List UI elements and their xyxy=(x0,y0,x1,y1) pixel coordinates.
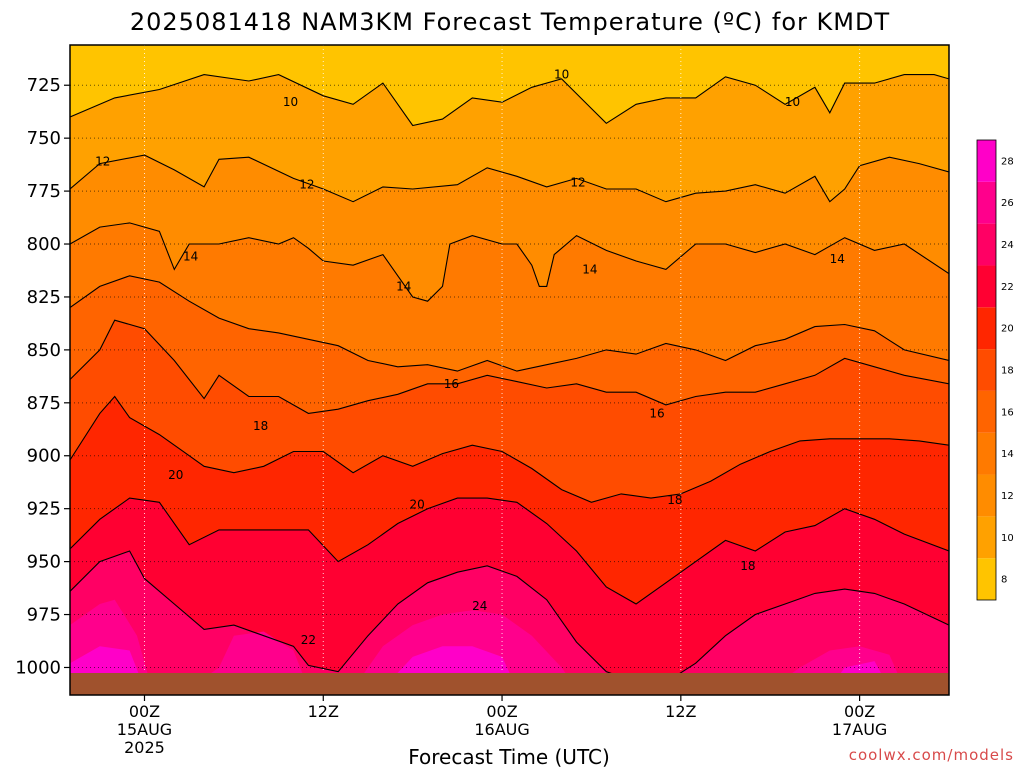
y-tick-label: 775 xyxy=(27,181,61,202)
contour-label: 10 xyxy=(785,95,800,109)
colorbar-segment xyxy=(977,390,996,433)
colorbar-label: 10 xyxy=(1001,533,1014,544)
x-tick-label: 00Z xyxy=(844,702,875,721)
colorbar-label: 20 xyxy=(1001,324,1014,335)
gridlines xyxy=(70,45,949,695)
contour-24 xyxy=(70,550,949,683)
y-axis-ticks: 725 750 775 800 825 850 875 900 925 950 975 1000 xyxy=(15,75,70,678)
x-tick-label: 00Z xyxy=(129,702,160,721)
temperature-contours xyxy=(70,74,949,683)
temperature-bands xyxy=(70,45,949,695)
colorbar-label: 24 xyxy=(1001,240,1014,251)
contour-label: 14 xyxy=(183,250,198,264)
y-tick-label: 725 xyxy=(27,75,61,96)
y-tick-label: 975 xyxy=(27,605,61,626)
colorbar-label: 18 xyxy=(1001,366,1014,377)
contour-label: 12 xyxy=(95,154,110,168)
x-tick-label: 12Z xyxy=(308,702,339,721)
contour-label: 12 xyxy=(299,178,314,192)
x-tick-label: 00Z xyxy=(486,702,517,721)
colorbar-label: 12 xyxy=(1001,491,1014,502)
colorbar-label: 16 xyxy=(1001,407,1014,418)
contour-22 xyxy=(70,497,949,605)
colorbar-label: 14 xyxy=(1001,449,1014,460)
y-tick-label: 850 xyxy=(27,340,61,361)
y-tick-label: 825 xyxy=(27,287,61,308)
contour-12 xyxy=(70,154,949,203)
contour-label: 16 xyxy=(444,377,459,391)
credit-text: coolwx.com/models xyxy=(849,746,1014,764)
contour-18 xyxy=(70,319,949,414)
contour-label: 18 xyxy=(667,493,682,507)
colorbar-label: 26 xyxy=(1001,198,1014,209)
colorbar-segment xyxy=(977,307,996,350)
y-tick-label: 900 xyxy=(27,446,61,467)
contour-label: 18 xyxy=(253,419,268,433)
contour-label: 18 xyxy=(740,559,755,573)
colorbar-segment xyxy=(977,516,996,559)
ground-surface xyxy=(70,673,949,695)
colorbar-segment xyxy=(977,349,996,391)
x-tick-label: 2025 xyxy=(124,738,165,757)
chart-title: 2025081418 NAM3KM Forecast Temperature (… xyxy=(130,8,890,36)
contour-label: 20 xyxy=(409,497,424,511)
colorbar-segment xyxy=(977,432,996,475)
x-tick-label: 16AUG xyxy=(474,720,529,739)
colorbar-label: 8 xyxy=(1001,575,1007,586)
colorbar: 8 10 12 14 16 18 20 22 24 26 28 xyxy=(976,139,1014,601)
contour-label: 14 xyxy=(396,279,411,293)
x-tick-label: 15AUG xyxy=(117,720,172,739)
colorbar-segment xyxy=(977,474,996,517)
x-axis-label: Forecast Time (UTC) xyxy=(408,745,610,768)
x-tick-label: 17AUG xyxy=(832,720,887,739)
y-tick-label: 925 xyxy=(27,499,61,520)
contour-label: 14 xyxy=(582,262,597,276)
y-tick-label: 875 xyxy=(27,393,61,414)
y-tick-label: 950 xyxy=(27,552,61,573)
contour-20 xyxy=(70,395,949,503)
plot-area: 10 10 10 12 12 12 14 14 14 14 16 16 18 18 18 20 20 22 24 xyxy=(70,45,949,695)
colorbar-segment xyxy=(977,265,996,308)
contour-labels: 10 10 10 12 12 12 14 14 14 14 16 16 18 18 18 20 20 22 24 xyxy=(95,68,845,647)
contour-10 xyxy=(70,74,949,127)
contour-label: 10 xyxy=(283,95,298,109)
colorbar-frame xyxy=(976,139,997,601)
band-26 xyxy=(70,599,949,695)
contour-label: 16 xyxy=(649,406,664,420)
plot-frame xyxy=(69,44,950,696)
y-tick-label: 1000 xyxy=(15,657,61,678)
colorbar-segment xyxy=(977,558,996,600)
contour-label: 12 xyxy=(570,176,585,190)
contour-label: 20 xyxy=(168,468,183,482)
contour-label: 24 xyxy=(472,599,487,613)
colorbar-segment xyxy=(977,223,996,266)
y-tick-label: 750 xyxy=(27,128,61,149)
x-tick-label: 12Z xyxy=(665,702,696,721)
contour-label: 14 xyxy=(830,252,845,266)
contour-14 xyxy=(70,222,949,302)
colorbar-label: 22 xyxy=(1001,282,1014,293)
colorbar-label: 28 xyxy=(1001,156,1014,167)
colorbar-segment xyxy=(977,140,996,182)
contour-label: 22 xyxy=(301,633,316,647)
contour-label: 10 xyxy=(554,68,569,82)
y-tick-label: 800 xyxy=(27,234,61,255)
colorbar-segment xyxy=(977,181,996,224)
